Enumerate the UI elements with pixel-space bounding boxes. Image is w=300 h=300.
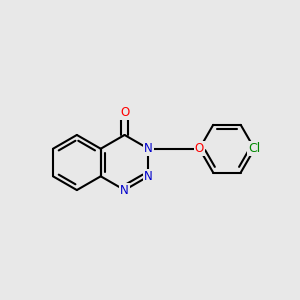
Text: N: N	[120, 184, 129, 196]
Text: N: N	[144, 170, 153, 183]
Text: O: O	[120, 106, 129, 119]
Text: O: O	[195, 142, 204, 155]
Text: Cl: Cl	[248, 142, 261, 155]
Text: N: N	[144, 142, 153, 155]
